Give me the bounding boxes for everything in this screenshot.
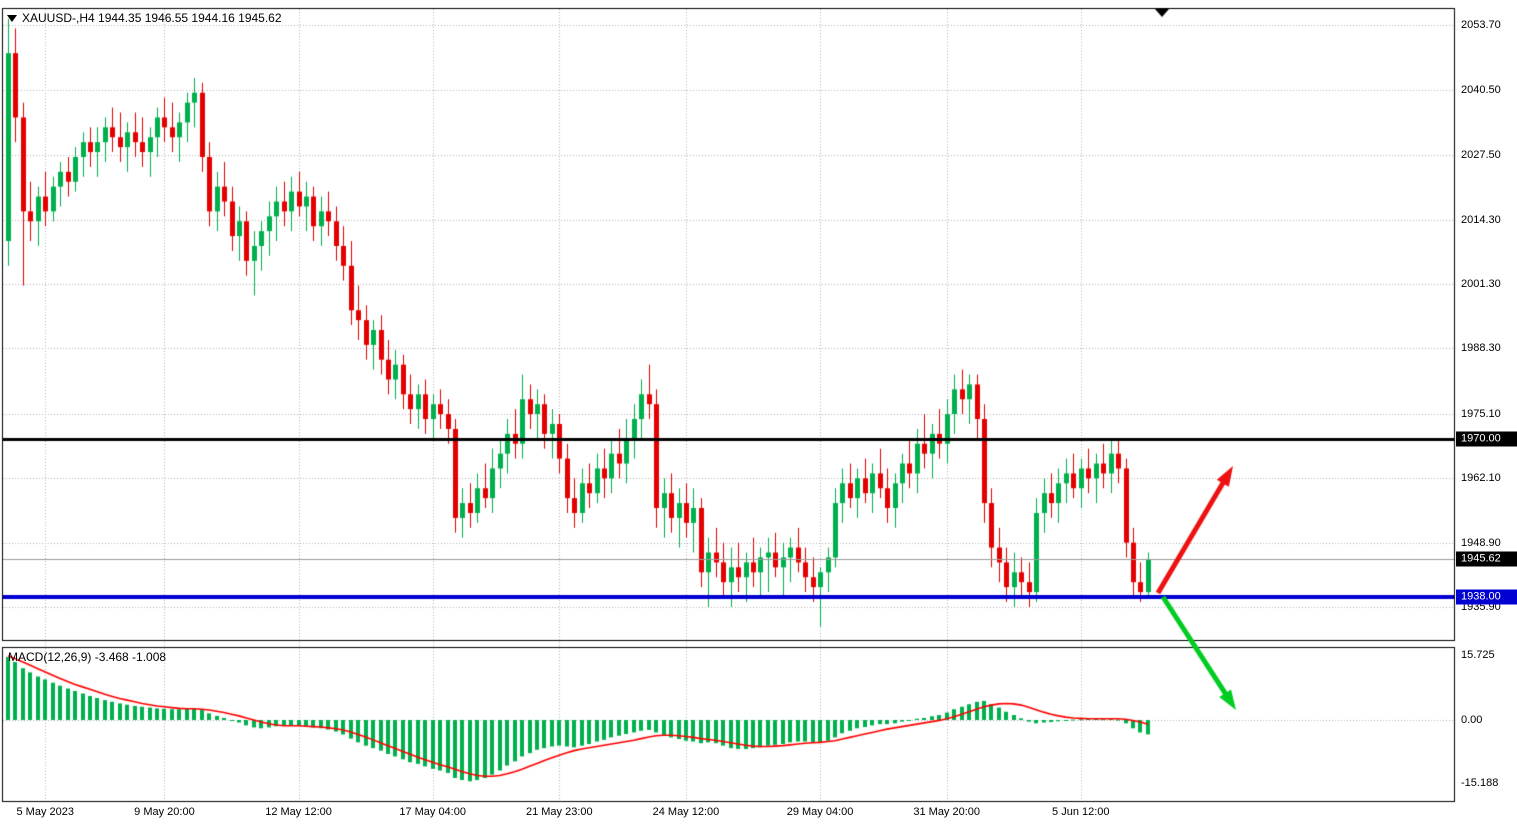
price-axis-label: 1988.30	[1461, 342, 1501, 355]
macd-axis-label: -15.188	[1461, 776, 1499, 789]
price-axis-label: 1962.10	[1461, 471, 1501, 484]
price-axis-label: 2040.50	[1461, 84, 1501, 97]
symbol-ohlc-text: XAUUSD-,H4 1944.35 1946.55 1944.16 1945.…	[22, 11, 282, 25]
time-axis-label: 29 May 04:00	[786, 806, 854, 818]
time-axis-label: 12 May 12:00	[265, 806, 332, 818]
time-axis-label: 5 May 2023	[16, 806, 74, 818]
time-axis-label: 21 May 23:00	[525, 806, 593, 818]
macd-axis-label: 15.725	[1461, 648, 1495, 661]
price-axis-label: 2014.30	[1461, 213, 1501, 226]
time-axis-label: 17 May 04:00	[399, 806, 466, 818]
support-price-tag: 1938.00	[1456, 589, 1517, 605]
symbol-dropdown-icon[interactable]	[7, 14, 17, 22]
price-axis-label: 2027.50	[1461, 148, 1501, 161]
time-axis-label: 24 May 12:00	[652, 806, 720, 818]
bid-price-tag: 1945.62	[1456, 551, 1517, 567]
chart-title: XAUUSD-,H4 1944.35 1946.55 1944.16 1945.…	[7, 11, 282, 25]
time-axis-label: 9 May 20:00	[134, 806, 195, 818]
price-axis-label: 1975.10	[1461, 407, 1501, 420]
price-axis-label: 2001.30	[1461, 278, 1501, 291]
macd-axis-label: 0.00	[1461, 714, 1483, 726]
time-axis-label: 5 Jun 12:00	[1052, 806, 1110, 818]
price-axis-label: 1948.90	[1461, 537, 1501, 550]
time-axis-label: 31 May 20:00	[913, 806, 981, 818]
macd-indicator-label: MACD(12,26,9) -3.468 -1.008	[8, 650, 167, 664]
price-axis-label: 2053.70	[1461, 19, 1501, 31]
resistance-price-tag: 1970.00	[1456, 431, 1517, 447]
